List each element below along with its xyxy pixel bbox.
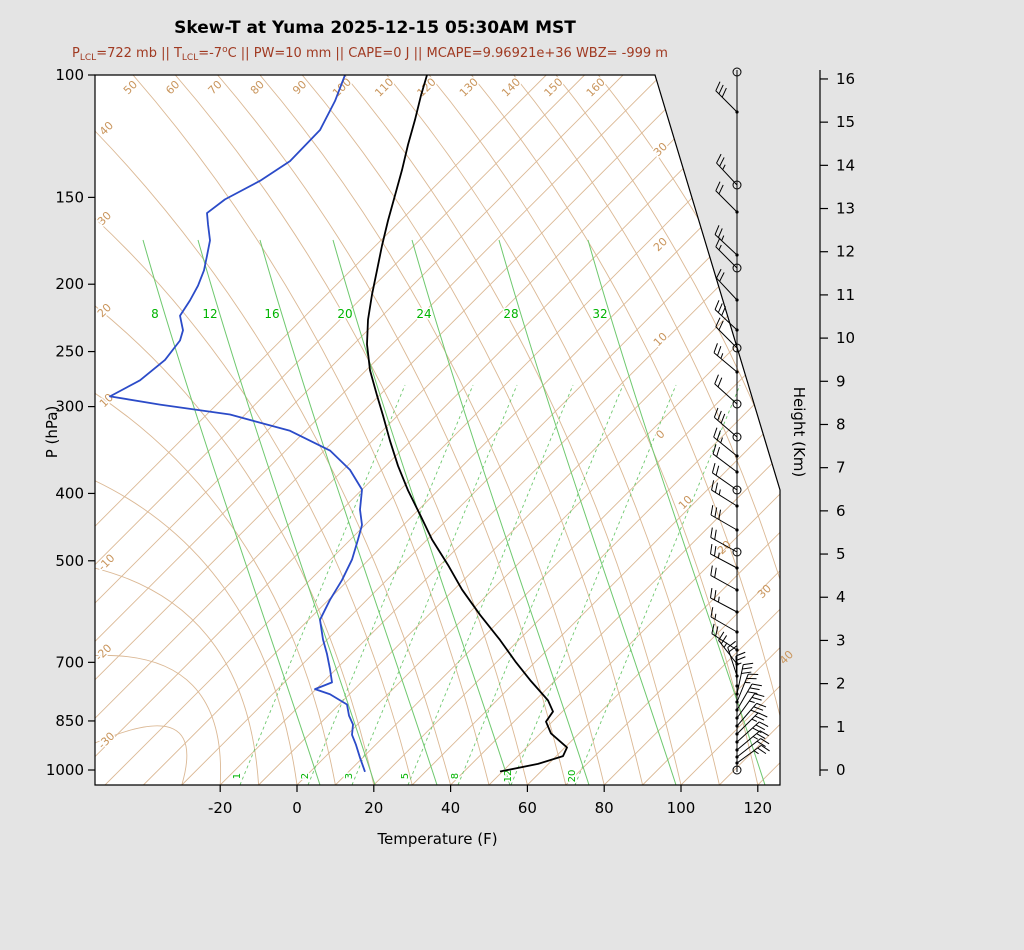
svg-text:9: 9 [836, 372, 846, 390]
subtitle-segment: =722 mb || T [96, 46, 182, 61]
height-axis-title: Height (Km) [790, 386, 808, 478]
svg-text:11: 11 [836, 286, 855, 304]
wind-level-circle [732, 180, 742, 190]
svg-text:7: 7 [836, 459, 846, 477]
svg-text:250: 250 [55, 343, 84, 361]
pressure-axis: 100 150 200 250 300 400 500 700 850 1000 [46, 66, 95, 779]
svg-text:8: 8 [836, 415, 846, 433]
temperature-axis-title: Temperature (F) [377, 830, 498, 848]
svg-text:1: 1 [836, 718, 846, 736]
svg-text:1: 1 [232, 773, 243, 779]
wind-level-circle [732, 263, 742, 273]
subtitle-segment: LCL [79, 53, 97, 63]
wind-level-circle [732, 399, 742, 409]
svg-text:14: 14 [836, 156, 855, 174]
svg-text:150: 150 [55, 188, 84, 206]
svg-text:120: 120 [743, 799, 772, 817]
svg-text:12: 12 [836, 243, 855, 261]
svg-text:60: 60 [518, 799, 537, 817]
svg-text:5: 5 [836, 545, 846, 563]
svg-text:16: 16 [836, 70, 855, 88]
svg-text:20: 20 [567, 770, 578, 783]
wind-level-circle [732, 343, 742, 353]
svg-text:13: 13 [836, 200, 855, 218]
subtitle-segment: LCL [181, 53, 199, 63]
subtitle-segment: o [222, 45, 228, 55]
svg-text:10: 10 [836, 329, 855, 347]
svg-text:6: 6 [836, 502, 846, 520]
svg-text:850: 850 [55, 712, 84, 730]
svg-text:15: 15 [836, 113, 855, 131]
svg-text:28: 28 [503, 307, 518, 321]
svg-text:32: 32 [592, 307, 607, 321]
wind-level-circle [732, 67, 742, 77]
dewpoint-curve [109, 75, 366, 773]
svg-text:700: 700 [55, 653, 84, 671]
svg-text:2: 2 [836, 675, 846, 693]
wind-level-circle [732, 432, 742, 442]
temperature-curve [366, 75, 568, 773]
svg-text:2: 2 [300, 773, 311, 779]
svg-text:-20: -20 [208, 799, 233, 817]
svg-text:5: 5 [400, 773, 411, 779]
svg-text:500: 500 [55, 552, 84, 570]
wind-barbs [710, 67, 770, 775]
svg-text:4: 4 [836, 588, 846, 606]
svg-text:12: 12 [202, 307, 217, 321]
svg-text:80: 80 [595, 799, 614, 817]
sounding-indices-subtitle: PLCL=722 mb || TLCL=-7oC || PW=10 mm || … [40, 45, 700, 63]
plot-border [94, 74, 781, 786]
plot-background [95, 75, 780, 785]
svg-text:1000: 1000 [46, 761, 84, 779]
svg-text:16: 16 [264, 307, 279, 321]
sounding-curves [109, 75, 568, 773]
svg-text:100: 100 [55, 66, 84, 84]
svg-text:20: 20 [364, 799, 383, 817]
svg-text:20: 20 [337, 307, 352, 321]
svg-text:200: 200 [55, 275, 84, 293]
subtitle-segment: P [72, 46, 80, 61]
svg-text:3: 3 [836, 631, 846, 649]
svg-text:400: 400 [55, 484, 84, 502]
page-title: Skew-T at Yuma 2025-12-15 05:30AM MST [174, 18, 576, 38]
svg-text:100: 100 [667, 799, 696, 817]
svg-text:8: 8 [450, 773, 461, 779]
svg-text:40: 40 [441, 799, 460, 817]
svg-text:0: 0 [836, 761, 846, 779]
wind-level-circle [732, 485, 742, 495]
svg-text:300: 300 [55, 398, 84, 416]
pressure-axis-title: P (hPa) [43, 405, 61, 459]
subtitle-segment: =-7 [198, 46, 223, 61]
subtitle-segment: C || PW=10 mm || CAPE=0 J || MCAPE=9.969… [227, 46, 668, 61]
svg-text:24: 24 [416, 307, 431, 321]
svg-text:3: 3 [344, 773, 355, 779]
svg-text:0: 0 [292, 799, 302, 817]
svg-text:12: 12 [503, 770, 514, 783]
wind-level-circle [732, 765, 742, 775]
svg-text:8: 8 [151, 307, 159, 321]
temperature-axis: -20 0 20 40 60 80 100 120 [208, 785, 772, 817]
wind-level-circle [732, 547, 742, 557]
